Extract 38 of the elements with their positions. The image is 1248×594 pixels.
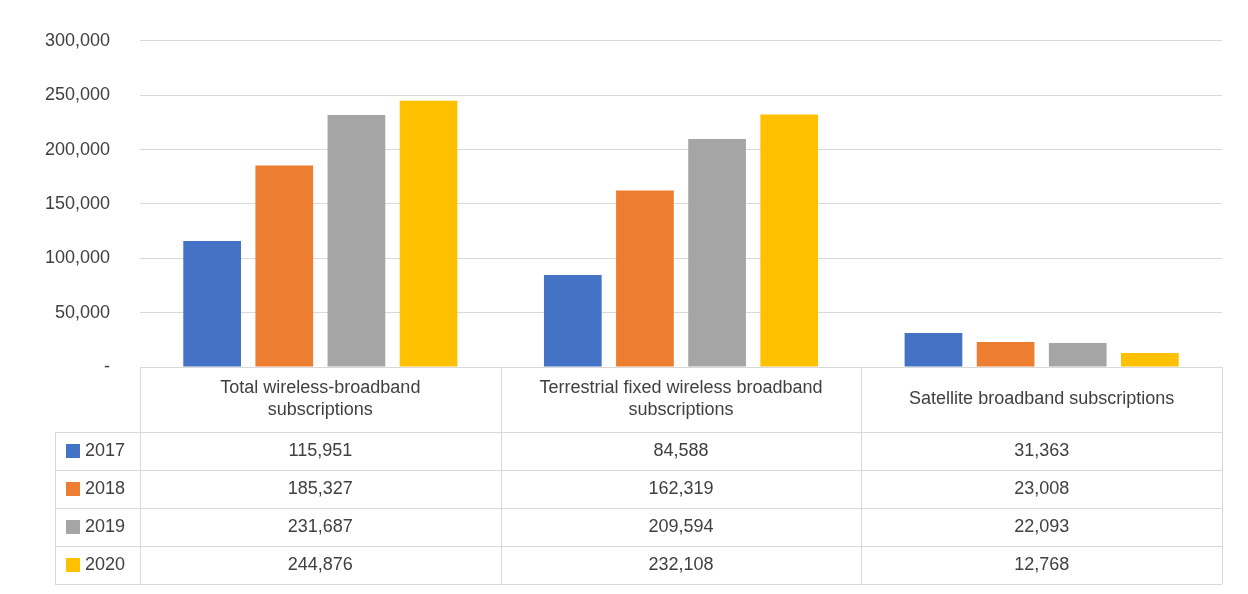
bar: [1048, 342, 1107, 367]
legend-label: 2018: [85, 477, 126, 498]
y-tick-label: 300,000: [44, 29, 110, 50]
legend-label: 2020: [85, 553, 126, 574]
y-tick-label: 100,000: [44, 247, 110, 268]
bar: [183, 240, 241, 367]
bar: [760, 114, 819, 367]
bar: [327, 115, 386, 367]
data-label: 31,363: [1014, 439, 1070, 460]
data-label: 23,008: [1014, 477, 1070, 498]
bar: [1121, 353, 1179, 367]
legend-label: 2017: [85, 439, 126, 460]
x-tick-label: Terrestrial fixed wireless broadband subscriptions: [539, 377, 823, 420]
legend-label: 2019: [85, 515, 126, 536]
data-label: 244,876: [287, 553, 353, 574]
bar: [399, 100, 458, 367]
data-label: 185,327: [287, 477, 353, 498]
bar: [255, 165, 314, 367]
data-label: 22,093: [1014, 515, 1070, 536]
data-label: 12,768: [1014, 553, 1070, 574]
bar: [616, 190, 674, 367]
data-label: 162,319: [648, 477, 714, 498]
data-label: 232,108: [648, 553, 714, 574]
bar: [688, 139, 746, 367]
data-label: 115,951: [288, 439, 353, 460]
data-label: 231,687: [287, 515, 353, 536]
bar: [543, 275, 602, 367]
y-tick-label: 200,000: [44, 138, 110, 159]
bar: [976, 341, 1035, 367]
y-tick-label: 250,000: [44, 84, 110, 105]
y-tick-label: -: [104, 355, 110, 376]
x-tick-label: Satellite broadband subscriptions: [909, 388, 1175, 409]
x-tick-label: Total wireless-broadband subscriptions: [220, 377, 421, 420]
bar: [904, 332, 963, 367]
y-tick-label: 150,000: [44, 192, 110, 213]
data-label: 84,588: [653, 439, 709, 460]
y-tick-label: 50,000: [54, 301, 110, 322]
data-label: 209,594: [648, 515, 714, 536]
